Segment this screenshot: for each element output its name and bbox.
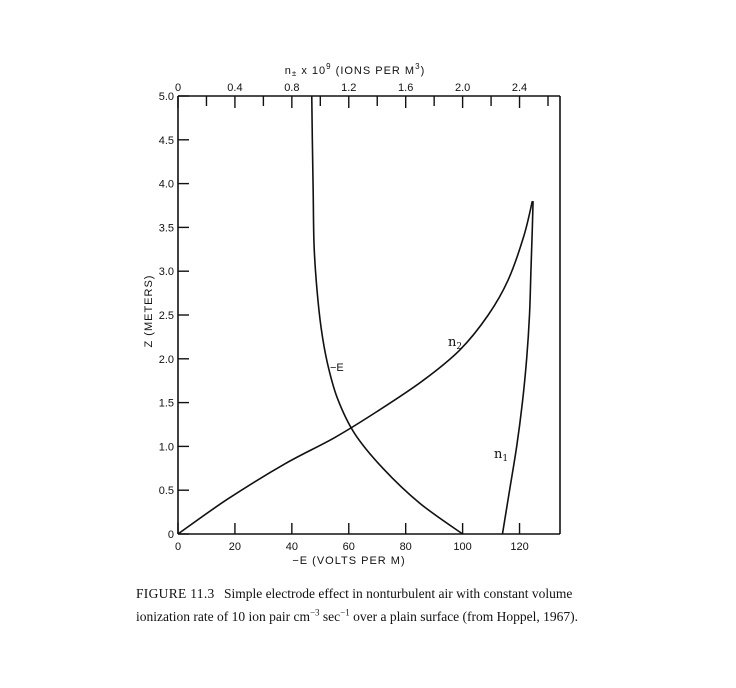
x2-tick-label: 0	[175, 82, 181, 94]
x2-tick-label: 2.4	[512, 82, 527, 94]
series-neg-e-line	[310, 95, 464, 535]
y-tick-label: 1.0	[159, 441, 174, 453]
caption-text: Simple electrode effect in nonturbulent …	[136, 586, 579, 624]
x2-tick-label: 2.0	[455, 82, 470, 94]
y-tick-label: 3.5	[159, 222, 174, 234]
y-axis: 0 0.5 1.0 1.5 2.0 2.5 3.0 3.5 4.0 4.5 5.0	[159, 91, 189, 541]
y-axis-label: Z (METERS)	[143, 275, 155, 348]
x-axis-bottom: 0 20 40 60 80 100 120	[175, 523, 529, 553]
x-tick-label: 0	[175, 541, 181, 553]
series-neg-e-label: −E	[330, 362, 344, 374]
y-tick-label: 3.0	[159, 266, 174, 278]
x2-tick-label: 0.8	[284, 82, 299, 94]
series-n1-line	[501, 201, 534, 535]
series-n2-label: n2	[448, 335, 462, 352]
x2-axis-label: n± x 109 (IONS PER M3)	[285, 62, 425, 78]
x-tick-label: 120	[510, 541, 528, 553]
series-n1-label: n1	[494, 447, 508, 464]
y-tick-label: 0.5	[159, 485, 174, 497]
figure-caption: FIGURE 11.3 Simple electrode effect in n…	[136, 584, 584, 626]
x-tick-label: 40	[286, 541, 298, 553]
y-tick-label: 1.5	[159, 398, 174, 410]
x-axis-label: −E (VOLTS PER M)	[292, 555, 405, 567]
y-tick-label: 4.0	[159, 179, 174, 191]
y-tick-label: 4.5	[159, 135, 174, 147]
x-tick-label: 20	[229, 541, 241, 553]
figure-label: FIGURE 11.3	[136, 586, 215, 601]
y-tick-label: 2.0	[159, 354, 174, 366]
x-tick-label: 100	[453, 541, 471, 553]
y-tick-label: 5.0	[159, 91, 174, 103]
x2-tick-label: 0.4	[227, 82, 242, 94]
series-lines	[177, 95, 534, 535]
series-labels: −E n1 n2	[330, 335, 508, 464]
chart: 0 0.5 1.0 1.5 2.0 2.5 3.0 3.5 4.0 4.5 5.0 0 20 40 60 8…	[143, 62, 561, 567]
x-tick-label: 80	[400, 541, 412, 553]
x-axis-top: 0 0.4 0.8 1.2 1.6 2.0 2.4	[175, 82, 549, 108]
y-tick-label: 2.5	[159, 310, 174, 322]
x-tick-label: 60	[343, 541, 355, 553]
x2-tick-label: 1.2	[341, 82, 356, 94]
x2-tick-label: 1.6	[398, 82, 413, 94]
plot-frame	[177, 95, 561, 535]
series-n2-line	[177, 200, 534, 535]
y-tick-label: 0	[168, 529, 174, 541]
